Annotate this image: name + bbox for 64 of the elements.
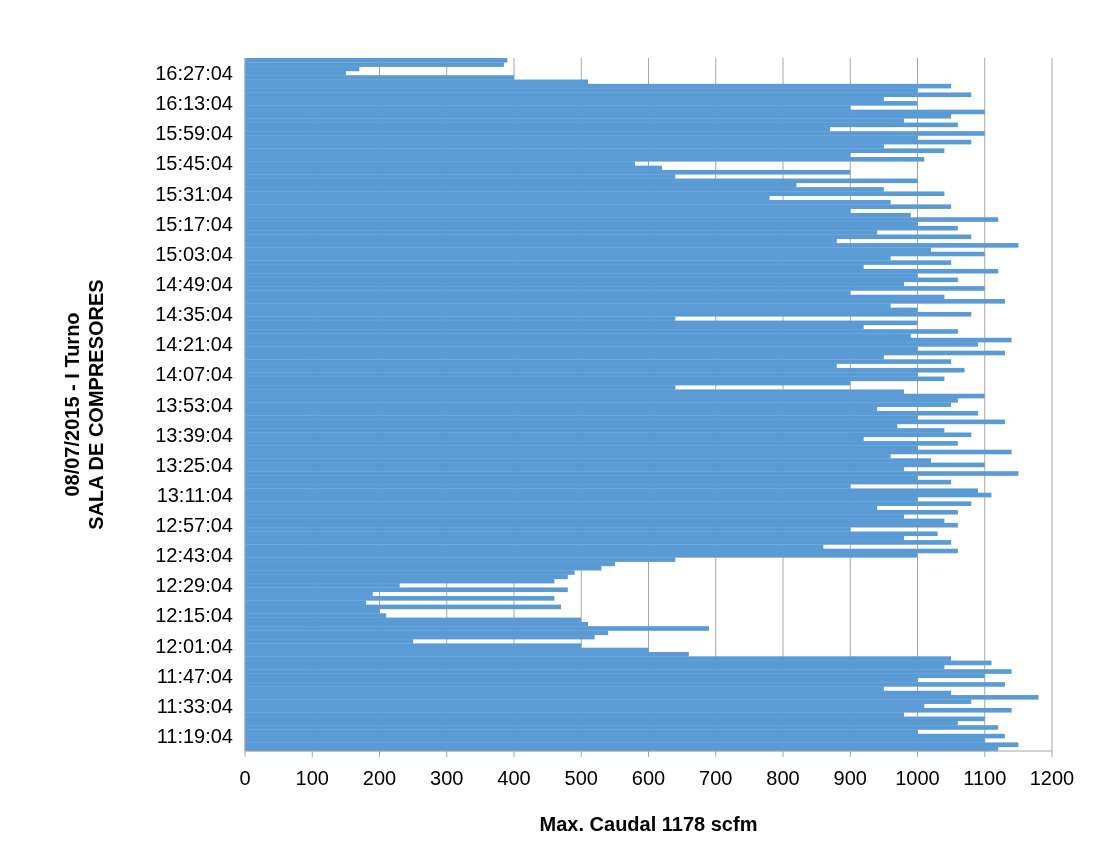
y-tick-label: 13:53:04 — [155, 393, 233, 416]
y-tick-label: 13:25:04 — [155, 453, 233, 476]
bar — [245, 260, 952, 265]
bar — [245, 204, 952, 209]
x-tick-label: 1200 — [1029, 767, 1075, 789]
x-tick-label: 600 — [631, 767, 666, 789]
x-axis-title: Max. Caudal 1178 scfm — [539, 813, 758, 835]
x-tick-label: 300 — [430, 767, 464, 789]
x-tick-label: 0 — [239, 767, 251, 789]
bar — [245, 596, 555, 601]
y-tick-label: 13:11:04 — [156, 483, 233, 506]
y-tick-label: 16:27:04 — [155, 62, 233, 85]
bar — [245, 471, 1019, 476]
bar — [245, 707, 1012, 713]
y-tick-label: 15:17:04 — [155, 212, 233, 235]
y-axis-title: 08/07/2015 - I Turno SALA DE COMPRESORES — [61, 279, 107, 530]
y-tick-label: 11:33:04 — [156, 694, 233, 717]
y-tick-label: 14:07:04 — [155, 363, 233, 386]
x-tick-label: 100 — [295, 767, 329, 789]
x-tick-label: 400 — [497, 767, 531, 789]
y-tick-label: 11:19:04 — [156, 724, 233, 747]
bar — [245, 286, 985, 291]
y-tick-label: 15:59:04 — [155, 122, 233, 145]
bar — [245, 234, 972, 240]
y-tick-label: 14:49:04 — [155, 272, 233, 295]
x-tick-label: 200 — [362, 767, 397, 789]
bar — [245, 92, 972, 98]
y-tick-label: 15:03:04 — [155, 242, 233, 265]
y-tick-label: 15:45:04 — [155, 152, 233, 175]
bar — [245, 62, 504, 67]
y-tick-label: 12:43:04 — [155, 544, 233, 567]
bar — [245, 432, 972, 438]
bar — [245, 191, 945, 197]
y-tick-label: 12:57:04 — [155, 514, 233, 537]
x-tick-label: 1100 — [963, 767, 1007, 789]
bar — [245, 669, 1012, 674]
x-tick-label: 1000 — [895, 767, 940, 789]
bar — [245, 169, 851, 175]
y-tick-label: 14:35:04 — [155, 303, 233, 326]
bar — [245, 626, 710, 631]
x-tick-label: 900 — [833, 767, 867, 789]
bar — [245, 742, 1019, 747]
bar — [245, 501, 972, 506]
bar — [245, 311, 972, 317]
bar — [245, 157, 925, 162]
y-tick-label: 12:15:04 — [155, 604, 233, 627]
y-tick-label: 12:01:04 — [155, 634, 233, 657]
y-tick-label: 16:13:04 — [155, 92, 233, 115]
x-tick-label: 700 — [699, 767, 733, 789]
bar — [245, 531, 938, 537]
bar — [245, 148, 945, 153]
y-tick-label: 14:21:04 — [155, 333, 233, 356]
y-tick-label: 15:31:04 — [155, 182, 233, 205]
y-tick-label: 11:47:04 — [156, 664, 233, 687]
x-tick-label: 800 — [766, 767, 800, 789]
bar — [245, 587, 568, 593]
bar — [245, 217, 999, 222]
bar — [245, 359, 952, 364]
y-tick-label: 13:39:04 — [155, 423, 233, 446]
bar — [245, 299, 1005, 304]
y-tick-label: 12:29:04 — [155, 574, 233, 597]
x-tick-label: 500 — [564, 767, 598, 789]
bar — [245, 682, 1005, 687]
bar — [245, 540, 952, 545]
